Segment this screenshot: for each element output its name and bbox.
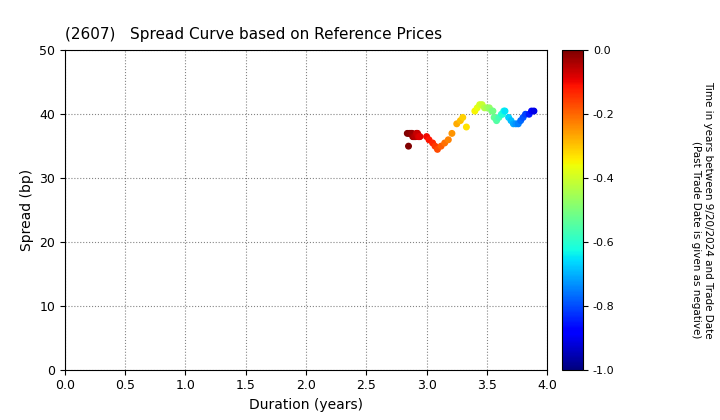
Text: Time in years between 9/20/2024 and Trade Date
(Past Trade Date is given as nega: Time in years between 9/20/2024 and Trad… [691,81,713,339]
Point [412,130,423,137]
Point [429,143,441,150]
X-axis label: Duration (years): Duration (years) [249,398,363,412]
Point [413,133,425,140]
Point [410,133,421,140]
Point [508,121,519,127]
Point [497,111,508,118]
Point [443,136,454,143]
Point [406,130,418,137]
Point [408,133,419,140]
Point [436,143,447,150]
Point [413,133,424,140]
Point [481,105,492,111]
Point [472,105,483,111]
Point [486,108,498,114]
Point [526,108,537,114]
Point [446,130,458,137]
Point [402,130,413,137]
Point [409,133,420,140]
Point [451,121,462,127]
Point [427,139,438,146]
Point [413,133,425,140]
Point [407,133,418,140]
Point [491,117,503,124]
Point [410,133,421,140]
Point [432,146,444,153]
Point [469,108,481,114]
Point [498,108,510,114]
Y-axis label: Spread (bp): Spread (bp) [19,169,34,251]
Point [454,117,466,124]
Point [488,114,500,121]
Point [402,143,414,150]
Point [505,117,517,124]
Point [487,108,499,114]
Point [439,139,451,146]
Point [414,133,426,140]
Point [495,111,507,118]
Point [408,133,420,140]
Text: (2607)   Spread Curve based on Reference Prices: (2607) Spread Curve based on Reference P… [65,27,442,42]
Point [410,130,422,137]
Point [503,114,514,121]
Point [499,108,510,114]
Point [517,114,528,121]
Point [510,121,521,127]
Point [406,130,418,137]
Point [423,136,435,143]
Point [523,111,535,118]
Point [461,123,472,130]
Point [479,105,490,111]
Point [474,101,485,108]
Point [528,108,540,114]
Point [420,133,432,140]
Point [513,121,524,127]
Point [484,105,495,111]
Point [515,117,526,124]
Point [411,130,423,137]
Point [405,130,416,137]
Point [493,114,505,121]
Point [520,111,531,118]
Point [457,114,469,121]
Point [403,130,415,137]
Point [477,101,488,108]
